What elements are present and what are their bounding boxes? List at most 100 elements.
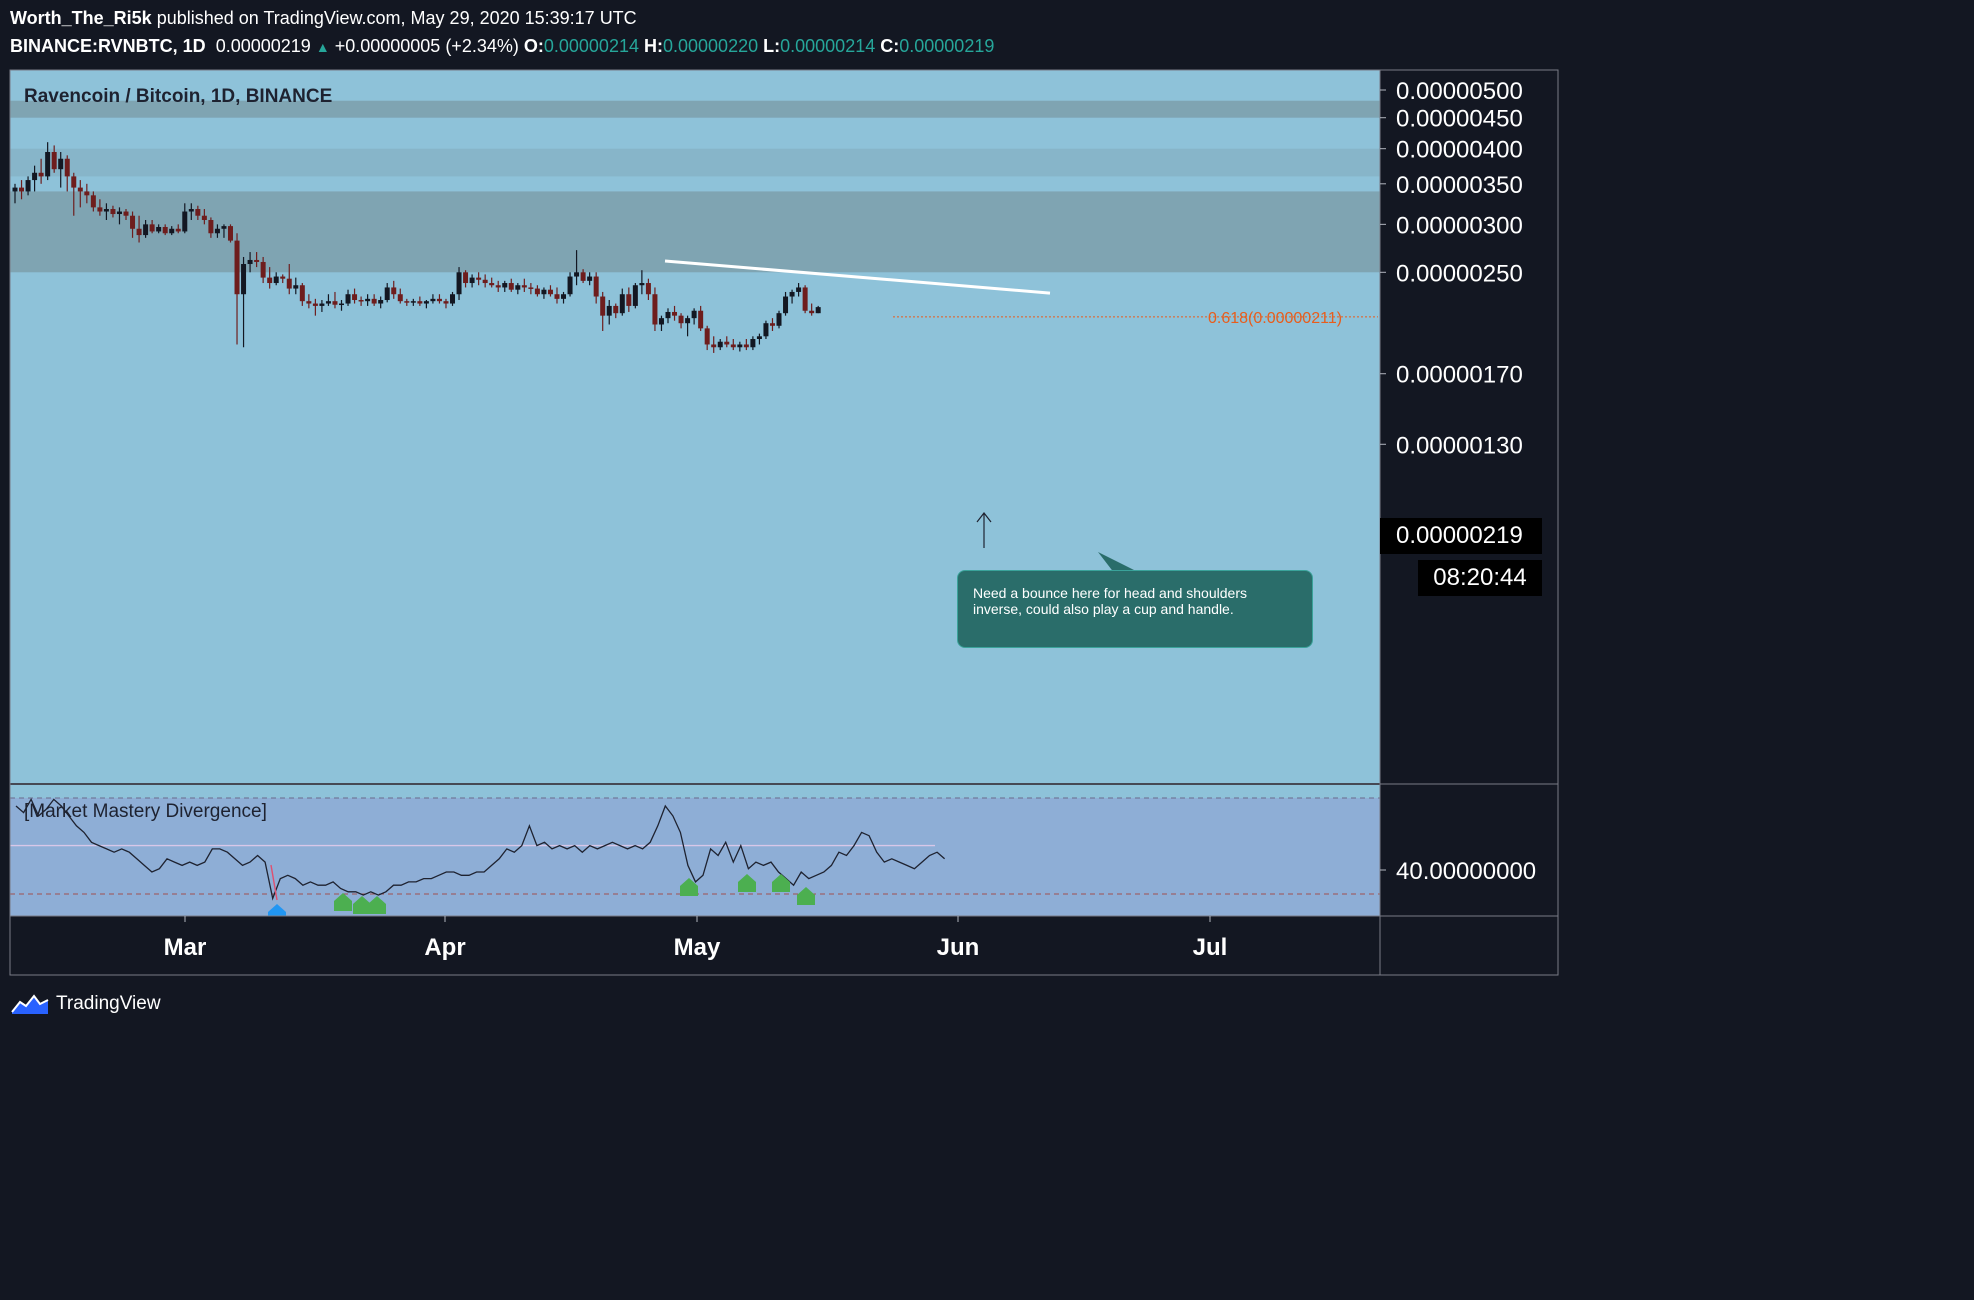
open-label: O: (523, 36, 544, 56)
candle-body (606, 305, 612, 316)
publish-text: published on TradingView.com, May 29, 20… (156, 8, 637, 28)
candle-body (345, 294, 351, 304)
candle-body (508, 283, 514, 290)
candle-body (717, 341, 723, 348)
candle-body (299, 285, 305, 302)
candle-body (221, 226, 227, 229)
candle-body (489, 283, 495, 286)
candle-body (685, 318, 691, 324)
candle-body (691, 310, 697, 319)
candle-body (632, 285, 638, 306)
candle-body (783, 296, 789, 314)
candle-body (365, 298, 371, 302)
candle-body (645, 283, 651, 295)
candle-body (665, 311, 671, 319)
candle-body (561, 294, 567, 299)
candle-body (743, 344, 749, 348)
price-axis-label: 0.00000400 (1396, 137, 1523, 164)
candle-body (58, 158, 64, 170)
candle-body (116, 211, 122, 215)
candle-body (476, 277, 482, 280)
candle-body (547, 289, 553, 295)
resistance-zone (10, 148, 1380, 177)
candle-body (404, 301, 410, 303)
bullish-divergence-signal (353, 896, 371, 914)
candle-body (227, 226, 233, 241)
candle-body (397, 294, 403, 302)
candle-body (358, 300, 364, 302)
bullish-divergence-signal (772, 874, 790, 892)
tradingview-logo-icon (11, 994, 49, 1014)
last-price: 0.00000219 (215, 36, 311, 56)
candle-body (410, 301, 416, 303)
current-price-label: 0.00000219 (1380, 518, 1542, 554)
candle-body (234, 240, 240, 295)
main-pane (10, 70, 1380, 783)
candle-body (378, 300, 384, 304)
price-axis-label: 0.00000350 (1396, 172, 1523, 199)
candle-body (711, 344, 717, 348)
candle-body (208, 219, 214, 234)
candle-body (698, 310, 704, 329)
candle-body (273, 276, 279, 284)
candle-body (103, 209, 109, 212)
candle-body (463, 272, 469, 284)
candle-body (123, 211, 129, 216)
symbol-ohlc-bar: BINANCE:RVNBTC, 1D 0.00000219 ▲ +0.00000… (10, 36, 994, 57)
candle-body (763, 323, 769, 337)
time-axis-label: Mar (164, 934, 207, 961)
price-chart[interactable]: Ravencoin / Bitcoin, 1D, BINANCE 0.618(0.… (0, 0, 1568, 1033)
candle-body (71, 176, 77, 188)
candle-body (201, 215, 207, 220)
candle-body (672, 311, 678, 316)
candle-body (169, 228, 175, 234)
candle-body (136, 228, 142, 236)
candle-body (267, 277, 273, 284)
footer-brand[interactable]: TradingView (10, 992, 161, 1016)
candle-body (32, 172, 38, 181)
candle-body (776, 313, 782, 326)
indicator-title: [Market Mastery Divergence] (24, 801, 267, 822)
candle-body (528, 287, 534, 289)
annotation-callout[interactable]: Need a bounce here for head and shoulder… (957, 570, 1313, 648)
candle-body (90, 195, 96, 208)
change-up-icon: ▲ (315, 39, 330, 55)
candle-body (417, 301, 423, 304)
open-value: 0.00000214 (543, 36, 639, 56)
candle-body (613, 305, 619, 314)
time-axis-label: Apr (424, 934, 465, 961)
candle-body (639, 283, 645, 286)
author-name[interactable]: Worth_The_Ri5k (10, 8, 152, 28)
indicator-axis-label: 40.00000000 (1396, 858, 1536, 885)
candle-body (554, 294, 560, 299)
candle-body (580, 272, 586, 281)
close-value: 0.00000219 (899, 36, 995, 56)
brand-name: TradingView (56, 993, 161, 1014)
candle-body (750, 338, 756, 348)
time-axis-label: Jun (937, 934, 980, 961)
candle-body (162, 226, 168, 234)
candle-body (110, 209, 116, 215)
bullish-divergence-signal (368, 896, 386, 914)
candle-body (756, 336, 762, 339)
candle-body (574, 272, 580, 277)
candle-body (450, 294, 456, 304)
candle-body (502, 283, 508, 288)
candle-body (436, 298, 442, 302)
candle-body (678, 315, 684, 324)
price-axis-label: 0.00000130 (1396, 432, 1523, 459)
candle-body (51, 151, 57, 170)
candle-body (515, 285, 521, 290)
low-label: L: (763, 36, 781, 56)
time-axis-label: May (674, 934, 721, 961)
time-axis-label: Jul (1193, 934, 1228, 961)
candle-body (312, 303, 318, 306)
candle-body (182, 211, 188, 232)
candle-body (652, 294, 658, 325)
price-change: +0.00000005 (+2.34%) (334, 36, 519, 56)
candle-body (430, 298, 436, 302)
candle-body (19, 187, 25, 192)
candle-body (319, 303, 325, 306)
candle-body (769, 323, 775, 326)
candle-body (339, 303, 344, 306)
